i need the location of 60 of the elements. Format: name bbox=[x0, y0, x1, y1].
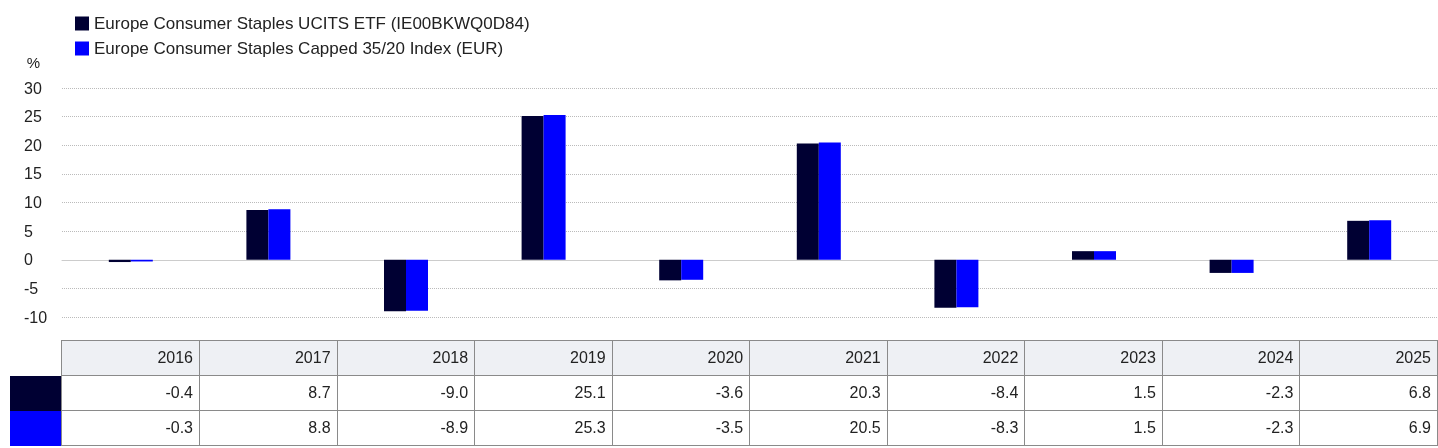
y-tick-label: 20 bbox=[24, 136, 42, 154]
y-tick-label: 25 bbox=[24, 108, 42, 126]
data-label: -3.5 bbox=[612, 410, 750, 446]
y-tick-label: -10 bbox=[24, 308, 48, 326]
bar bbox=[956, 259, 979, 308]
x-tick-label: 2025 bbox=[1299, 340, 1438, 376]
y-tick-label: 15 bbox=[24, 165, 42, 183]
data-label: 1.5 bbox=[1024, 375, 1163, 411]
data-label: 20.3 bbox=[749, 375, 888, 411]
bar bbox=[384, 259, 406, 312]
bar bbox=[1094, 251, 1116, 260]
bar bbox=[1231, 259, 1254, 273]
x-tick-label: 2019 bbox=[474, 340, 613, 376]
bar bbox=[1347, 220, 1370, 260]
x-tick-label: 2020 bbox=[612, 340, 750, 376]
bar bbox=[1369, 220, 1392, 260]
bar bbox=[1072, 251, 1094, 260]
bar bbox=[1209, 259, 1232, 273]
bar bbox=[818, 142, 841, 260]
x-tick-label: 2021 bbox=[749, 340, 888, 376]
x-tick-label: 2024 bbox=[1162, 340, 1300, 376]
bar bbox=[659, 259, 682, 281]
data-label: -3.6 bbox=[612, 375, 750, 411]
data-label: 6.9 bbox=[1299, 410, 1438, 446]
data-label: 1.5 bbox=[1024, 410, 1163, 446]
y-tick-label: 10 bbox=[24, 194, 42, 211]
bar bbox=[406, 259, 428, 311]
x-tick-label: 2018 bbox=[337, 340, 475, 376]
y-tick-label: 0 bbox=[24, 251, 33, 269]
y-tick-label: -5 bbox=[24, 279, 39, 297]
data-label: -2.3 bbox=[1162, 410, 1300, 446]
x-tick-label: 2017 bbox=[199, 340, 338, 376]
y-axis-title: % bbox=[26, 54, 40, 71]
data-label: -0.4 bbox=[61, 375, 200, 411]
data-label: -0.3 bbox=[61, 410, 200, 446]
bar bbox=[521, 116, 544, 260]
y-tick-label: 5 bbox=[24, 222, 33, 240]
legend-label: Europe Consumer Staples Capped 35/20 Index (EUR) bbox=[94, 39, 504, 58]
bar bbox=[543, 114, 566, 260]
data-label: 6.8 bbox=[1299, 375, 1438, 411]
data-label: 8.8 bbox=[199, 410, 338, 446]
x-tick-label: 2016 bbox=[61, 340, 200, 376]
bar bbox=[681, 259, 704, 280]
x-tick-label: 2022 bbox=[887, 340, 1025, 376]
bar bbox=[268, 209, 291, 260]
data-label: 25.3 bbox=[474, 410, 613, 446]
legend-label: Europe Consumer Staples UCITS ETF (IE00BKWQ0D84) bbox=[94, 14, 530, 33]
bar bbox=[934, 259, 957, 308]
bar bbox=[246, 209, 269, 260]
data-label: 20.5 bbox=[749, 410, 888, 446]
data-label: -9.0 bbox=[337, 375, 475, 411]
data-label: -8.9 bbox=[337, 410, 475, 446]
data-label: 25.1 bbox=[474, 375, 613, 411]
data-label: -2.3 bbox=[1162, 375, 1300, 411]
x-tick-label: 2023 bbox=[1024, 340, 1163, 376]
data-label: -8.3 bbox=[887, 410, 1025, 446]
data-label: -8.4 bbox=[887, 375, 1025, 411]
data-label: 8.7 bbox=[199, 375, 338, 411]
y-tick-label: 30 bbox=[24, 79, 42, 97]
bar bbox=[796, 143, 819, 260]
